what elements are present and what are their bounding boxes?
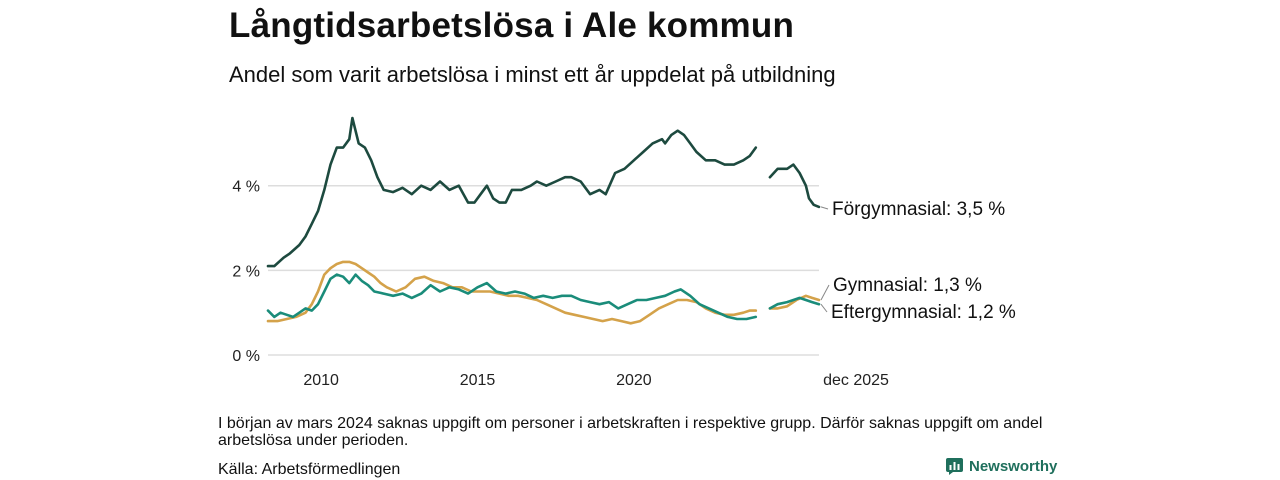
series-line-förgymnasial [266, 116, 821, 268]
x-tick-label: 2020 [616, 372, 652, 389]
label-leader-line [820, 284, 830, 301]
y-tick-label: 4 % [232, 179, 260, 196]
brand-logo: Newsworthy [946, 458, 1057, 475]
series-line-gymnasial [266, 260, 821, 325]
chart-subtitle: Andel som varit arbetslösa i minst ett å… [229, 62, 836, 87]
label-leader-line [820, 303, 828, 313]
chart-title: Långtidsarbetslösa i Ale kommun [229, 6, 795, 45]
brand-name: Newsworthy [969, 458, 1058, 475]
series-end-label: Gymnasial: 1,3 % [833, 275, 982, 296]
series-end-label: Eftergymnasial: 1,2 % [831, 302, 1016, 323]
x-tick-label: 2010 [303, 372, 339, 389]
source-note: Källa: Arbetsförmedlingen [218, 461, 401, 478]
line-chart: 0 % 2 % 4 % 2010 2015 2020 dec 2025 Förgymnasi… [232, 116, 1016, 389]
x-tick-label: 2015 [460, 372, 496, 389]
series-end-label: Förgymnasial: 3,5 % [832, 199, 1005, 220]
newsworthy-logo-icon [946, 458, 963, 475]
label-leader-line [820, 206, 829, 210]
y-tick-label: 2 % [232, 263, 260, 280]
footnote: I början av mars 2024 saknas uppgift om … [218, 415, 1043, 449]
x-tick-label: dec 2025 [823, 372, 889, 389]
series-line-eftergymnasial [266, 273, 821, 321]
y-tick-label: 0 % [232, 348, 260, 365]
